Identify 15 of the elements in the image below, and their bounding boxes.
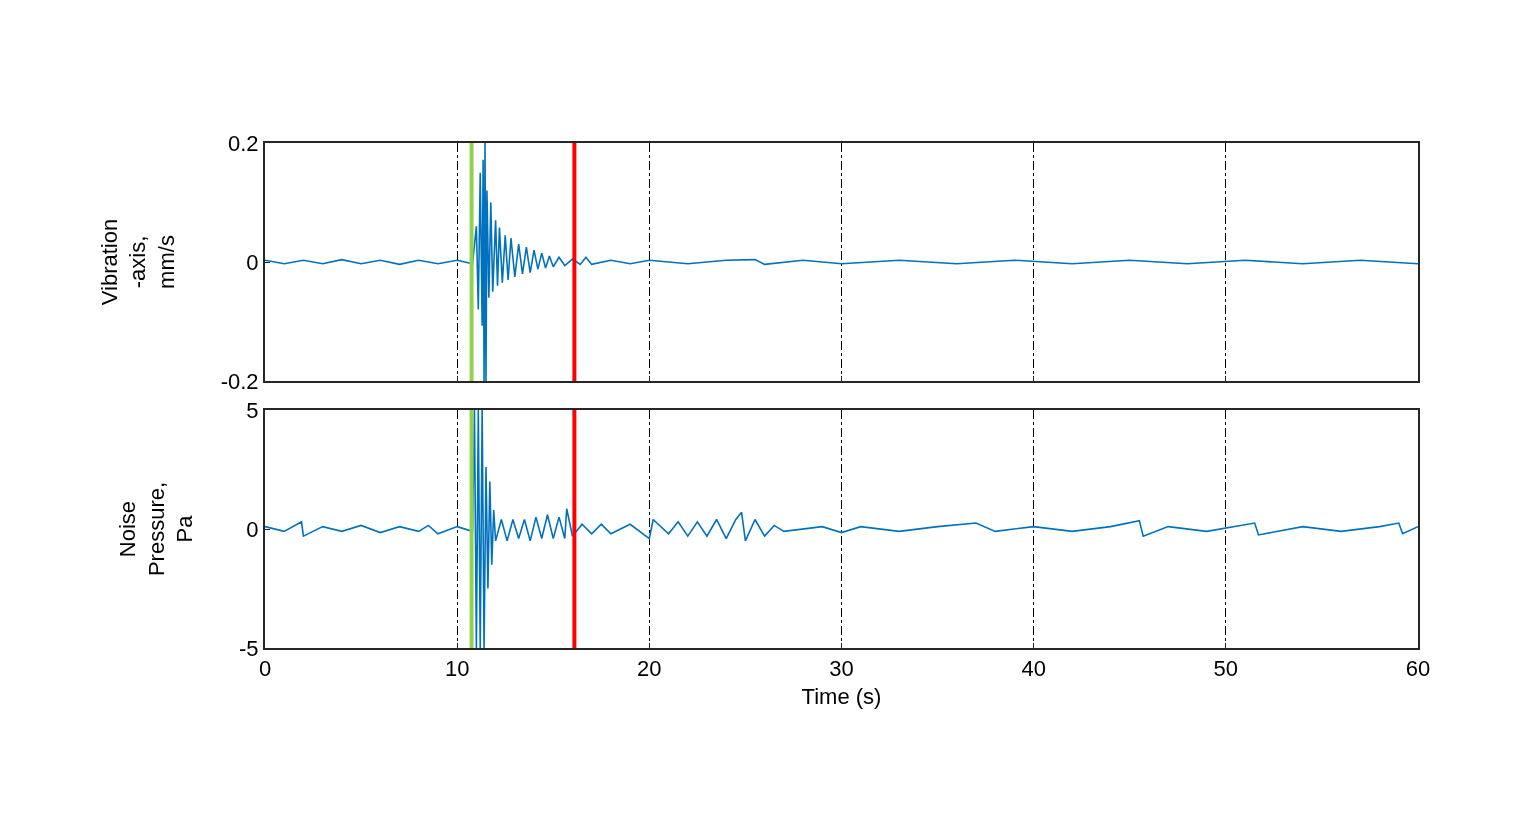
y-tick-label: 0	[246, 516, 259, 542]
x-tick-label: 20	[637, 656, 662, 682]
y-tick-label: 0	[246, 249, 259, 275]
y-tick-label: 5	[246, 397, 259, 423]
x-tick-label: 40	[1021, 656, 1046, 682]
x-tick-label: 60	[1405, 656, 1431, 682]
x-axis-title: Time (s)	[801, 683, 882, 709]
y-tick-label: -5	[239, 635, 259, 661]
y-axis-title: Noise Pressure, Pa	[115, 481, 198, 577]
x-tick-label: 50	[1213, 656, 1239, 682]
x-tick-label: 30	[829, 656, 854, 682]
y-tick-label: 0.2	[228, 130, 259, 156]
y-tick-label: -0.2	[220, 368, 259, 394]
x-tick-label: 10	[444, 656, 470, 682]
y-axis-title: Vibration -axis, mm/s	[96, 218, 179, 306]
